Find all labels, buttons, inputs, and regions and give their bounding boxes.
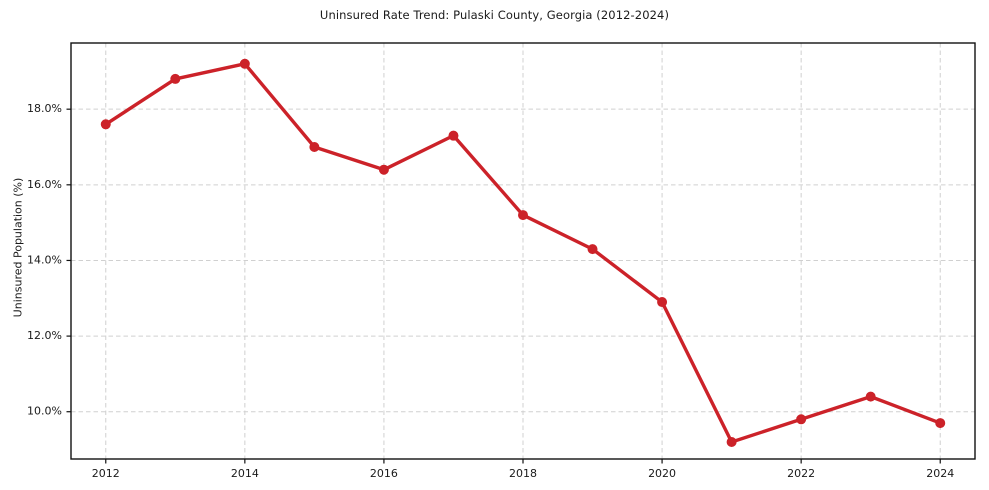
y-tick-label: 18.0% xyxy=(27,102,62,115)
data-point-marker xyxy=(239,58,250,69)
y-tick-label: 12.0% xyxy=(27,329,62,342)
data-point-marker xyxy=(796,414,807,425)
data-point-marker xyxy=(657,297,668,308)
y-tick-label: 16.0% xyxy=(27,178,62,191)
y-axis-ticks: 10.0% 12.0% 14.0% 16.0% 18.0% xyxy=(27,102,71,418)
data-series xyxy=(100,58,946,447)
x-tick-label: 2024 xyxy=(926,467,954,480)
data-point-marker xyxy=(518,210,528,221)
plot-frame xyxy=(70,42,976,460)
x-tick-label: 2018 xyxy=(509,467,537,480)
data-point-marker xyxy=(309,142,320,152)
chart-title: Uninsured Rate Trend: Pulaski County, Ge… xyxy=(319,8,670,22)
gridlines xyxy=(71,43,975,459)
x-tick-label: 2020 xyxy=(648,467,676,480)
data-point-marker xyxy=(378,164,389,175)
x-axis-ticks: 2012 2014 2016 2018 2020 2022 2024 xyxy=(92,459,954,480)
data-point-marker xyxy=(100,119,111,130)
data-point-marker xyxy=(587,244,598,255)
data-point-marker xyxy=(170,73,181,84)
data-point-marker xyxy=(935,418,946,429)
data-point-marker xyxy=(726,436,737,447)
y-tick-label: 14.0% xyxy=(27,253,62,266)
x-tick-label: 2014 xyxy=(231,467,259,480)
data-point-marker xyxy=(865,391,876,402)
data-point-marker xyxy=(448,130,459,141)
x-tick-label: 2016 xyxy=(370,467,398,480)
x-tick-label: 2022 xyxy=(787,467,815,480)
y-tick-label: 10.0% xyxy=(27,405,62,418)
x-tick-label: 2012 xyxy=(92,467,120,480)
